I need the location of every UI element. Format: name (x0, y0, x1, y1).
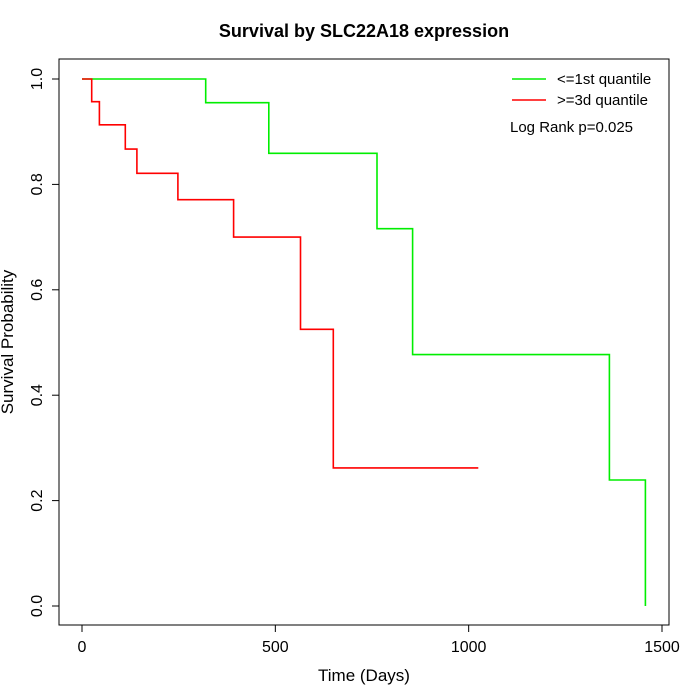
plot-frame (58, 58, 670, 626)
y-tick-label: 0.8 (29, 173, 46, 195)
x-axis: 0 500 1000 1500 (78, 624, 680, 656)
x-tick-label: 1500 (644, 639, 680, 656)
y-axis: 0.0 0.2 0.4 0.6 0.8 1.0 (29, 68, 60, 617)
x-axis-label: Time (Days) (318, 666, 410, 685)
y-axis-label: Survival Probability (0, 269, 17, 414)
legend-label: <=1st quantile (557, 71, 651, 88)
log-rank-annotation: Log Rank p=0.025 (510, 119, 633, 136)
y-tick-label: 1.0 (29, 68, 46, 90)
survival-curve-1 (82, 78, 647, 606)
legend-label: >=3d quantile (557, 92, 648, 109)
y-tick-label: 0.2 (29, 489, 46, 511)
x-tick-label: 1000 (451, 639, 487, 656)
chart-title: Survival by SLC22A18 expression (219, 21, 509, 41)
y-tick-label: 0.4 (29, 384, 46, 406)
y-tick-label: 0.6 (29, 279, 46, 301)
x-tick-label: 0 (78, 639, 87, 656)
series-layer (82, 78, 647, 606)
survival-curve-2 (82, 78, 479, 469)
y-tick-label: 0.0 (29, 595, 46, 617)
x-tick-label: 500 (262, 639, 289, 656)
legend: <=1st quantile >=3d quantile (512, 71, 651, 109)
